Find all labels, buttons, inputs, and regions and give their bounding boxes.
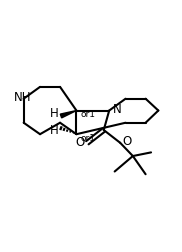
Text: O: O <box>76 136 85 148</box>
Text: or1: or1 <box>81 134 96 143</box>
Polygon shape <box>60 111 76 118</box>
Text: or1: or1 <box>81 110 96 119</box>
Text: NH: NH <box>14 91 31 104</box>
Text: H: H <box>50 124 58 137</box>
Text: N: N <box>113 103 122 116</box>
Text: H: H <box>50 107 58 120</box>
Text: O: O <box>123 135 132 148</box>
